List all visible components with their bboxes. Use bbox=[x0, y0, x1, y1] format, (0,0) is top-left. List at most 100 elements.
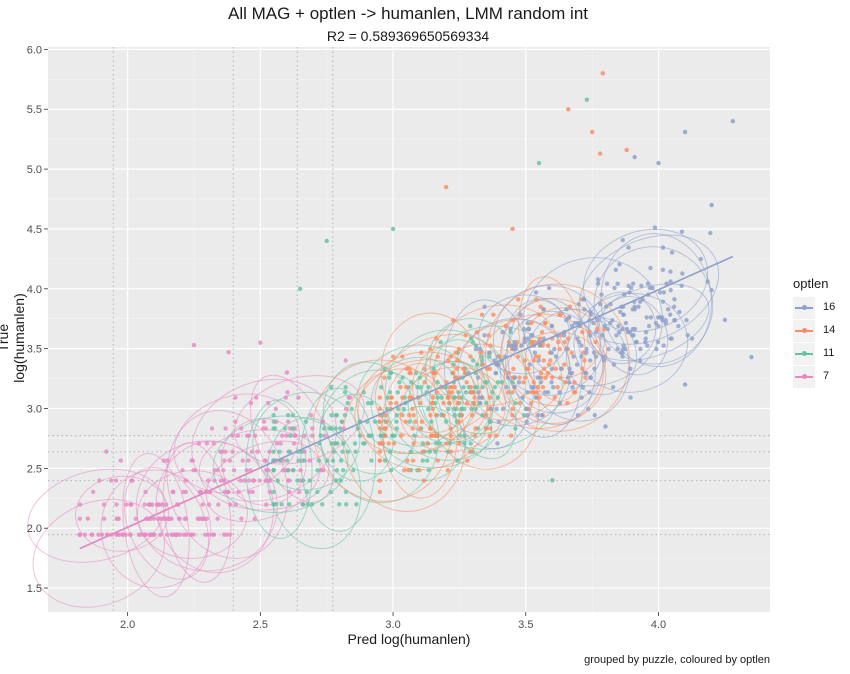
data-point bbox=[400, 413, 405, 418]
data-point bbox=[221, 467, 226, 473]
data-point bbox=[643, 329, 649, 335]
data-point bbox=[668, 279, 673, 284]
data-point bbox=[252, 433, 258, 438]
data-point bbox=[333, 478, 339, 483]
data-point bbox=[283, 395, 289, 400]
data-point bbox=[451, 362, 456, 367]
data-point bbox=[604, 281, 610, 286]
data-point bbox=[532, 350, 538, 355]
data-point bbox=[455, 458, 460, 463]
data-point bbox=[462, 441, 467, 446]
data-point bbox=[505, 390, 511, 395]
data-point bbox=[533, 395, 539, 400]
data-point bbox=[456, 346, 462, 352]
data-point bbox=[527, 362, 532, 367]
data-point bbox=[533, 290, 539, 295]
data-point bbox=[369, 458, 374, 463]
data-point bbox=[221, 478, 227, 483]
data-point bbox=[284, 433, 289, 438]
data-point bbox=[538, 380, 543, 385]
data-point bbox=[451, 370, 456, 376]
data-point bbox=[620, 354, 625, 359]
data-point bbox=[369, 400, 374, 406]
data-point bbox=[305, 502, 310, 507]
data-point bbox=[407, 419, 412, 424]
legend-key bbox=[793, 366, 815, 388]
data-point bbox=[549, 350, 554, 355]
data-point bbox=[190, 458, 196, 463]
data-point bbox=[287, 449, 292, 454]
data-point bbox=[645, 281, 651, 286]
data-point bbox=[478, 350, 484, 355]
data-point bbox=[223, 449, 228, 454]
data-point bbox=[199, 516, 204, 521]
data-point bbox=[184, 532, 189, 537]
data-point bbox=[233, 502, 238, 507]
data-point bbox=[480, 413, 485, 418]
data-point bbox=[225, 489, 231, 495]
data-point bbox=[599, 333, 605, 338]
data-point bbox=[506, 339, 512, 345]
data-point bbox=[586, 406, 591, 412]
data-point bbox=[239, 516, 244, 521]
data-point bbox=[668, 269, 673, 274]
data-point bbox=[426, 384, 431, 390]
chart-title: All MAG + optlen -> humanlen, LMM random… bbox=[228, 4, 588, 23]
data-point bbox=[601, 358, 607, 363]
data-point bbox=[200, 502, 205, 507]
data-point bbox=[551, 384, 556, 390]
data-point bbox=[496, 419, 502, 424]
data-point bbox=[648, 265, 653, 271]
data-point bbox=[235, 433, 241, 438]
data-point bbox=[549, 323, 555, 329]
data-point bbox=[510, 413, 515, 418]
data-point bbox=[196, 441, 202, 446]
data-point bbox=[206, 532, 211, 537]
data-point bbox=[506, 343, 511, 348]
data-point bbox=[133, 516, 138, 521]
data-point bbox=[365, 400, 371, 406]
data-point bbox=[583, 370, 589, 376]
legend-item-14: 14 bbox=[793, 320, 850, 342]
data-point bbox=[215, 467, 221, 473]
data-point bbox=[434, 336, 439, 341]
data-point bbox=[433, 449, 438, 454]
data-point bbox=[548, 358, 553, 363]
data-point bbox=[282, 426, 288, 431]
data-point bbox=[233, 395, 238, 400]
data-point bbox=[250, 489, 255, 495]
data-point bbox=[581, 297, 587, 302]
data-point bbox=[513, 346, 518, 352]
data-point bbox=[252, 516, 257, 521]
data-point bbox=[261, 426, 266, 431]
data-point bbox=[158, 532, 163, 537]
data-point bbox=[218, 478, 223, 483]
data-point bbox=[285, 419, 291, 424]
data-point bbox=[267, 489, 273, 495]
data-point bbox=[470, 413, 475, 418]
data-point bbox=[587, 390, 592, 395]
data-point bbox=[563, 380, 568, 385]
data-point bbox=[506, 370, 511, 376]
data-point bbox=[482, 380, 488, 385]
data-point bbox=[496, 362, 501, 367]
data-point bbox=[441, 413, 446, 418]
data-point bbox=[682, 129, 688, 135]
data-point bbox=[495, 441, 500, 446]
data-point bbox=[271, 467, 276, 473]
data-point bbox=[322, 433, 327, 438]
data-point bbox=[267, 449, 272, 454]
data-point bbox=[529, 390, 534, 395]
data-point bbox=[472, 384, 478, 390]
data-point bbox=[251, 478, 256, 483]
data-point bbox=[407, 370, 412, 376]
data-point bbox=[689, 336, 695, 341]
data-point bbox=[588, 375, 593, 380]
data-point bbox=[630, 281, 636, 286]
data-point bbox=[406, 413, 412, 418]
data-point bbox=[618, 350, 624, 355]
data-point bbox=[246, 478, 252, 483]
data-point bbox=[486, 333, 491, 338]
data-point bbox=[407, 395, 412, 400]
